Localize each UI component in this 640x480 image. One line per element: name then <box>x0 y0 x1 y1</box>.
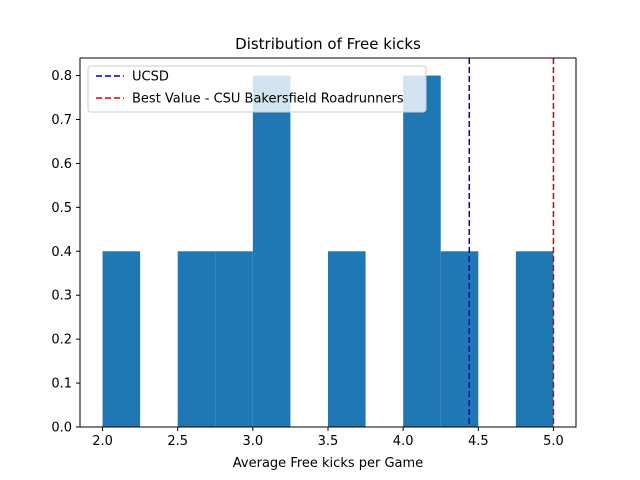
histogram-bar <box>215 251 253 427</box>
histogram-bar <box>328 251 366 427</box>
bars-group <box>102 75 554 428</box>
x-tick-label: 2.0 <box>92 434 113 449</box>
histogram-bar <box>102 251 141 427</box>
y-tick-label: 0.3 <box>51 289 72 304</box>
reference-lines-group <box>468 58 555 427</box>
legend-label: UCSD <box>132 70 169 85</box>
x-tick-label: 3.0 <box>243 434 264 449</box>
histogram-bar <box>403 75 441 428</box>
histogram-bar <box>177 251 216 427</box>
y-axis-ticks: 0.0 0.1 0.2 0.3 0.4 0.5 0.6 0.7 0.8 <box>51 69 80 436</box>
y-tick-label: 0.0 <box>51 421 72 436</box>
x-tick-label: 4.0 <box>393 434 414 449</box>
legend: UCSD Best Value - CSU Bakersfield Roadrun… <box>87 65 427 113</box>
x-axis-label: Average Free kicks per Game <box>233 456 423 471</box>
legend-label: Best Value - CSU Bakersfield Roadrunners <box>132 92 404 107</box>
x-tick-label: 5.0 <box>543 434 564 449</box>
y-tick-label: 0.5 <box>51 201 72 216</box>
y-tick-label: 0.7 <box>51 113 72 128</box>
y-tick-label: 0.6 <box>51 157 72 172</box>
x-axis-ticks: 2.0 2.5 3.0 3.5 4.0 4.5 5.0 <box>92 427 564 449</box>
x-tick-label: 2.5 <box>167 434 188 449</box>
legend-box <box>87 65 427 113</box>
x-tick-label: 3.5 <box>318 434 339 449</box>
y-tick-label: 0.4 <box>51 245 72 260</box>
chart-title: Distribution of Free kicks <box>235 35 421 53</box>
y-tick-label: 0.2 <box>51 333 72 348</box>
histogram-bar <box>440 251 479 427</box>
histogram-bar <box>515 251 554 427</box>
y-tick-label: 0.1 <box>51 377 72 392</box>
histogram-bar <box>252 75 291 428</box>
x-tick-label: 4.5 <box>468 434 489 449</box>
y-tick-label: 0.8 <box>51 69 72 84</box>
